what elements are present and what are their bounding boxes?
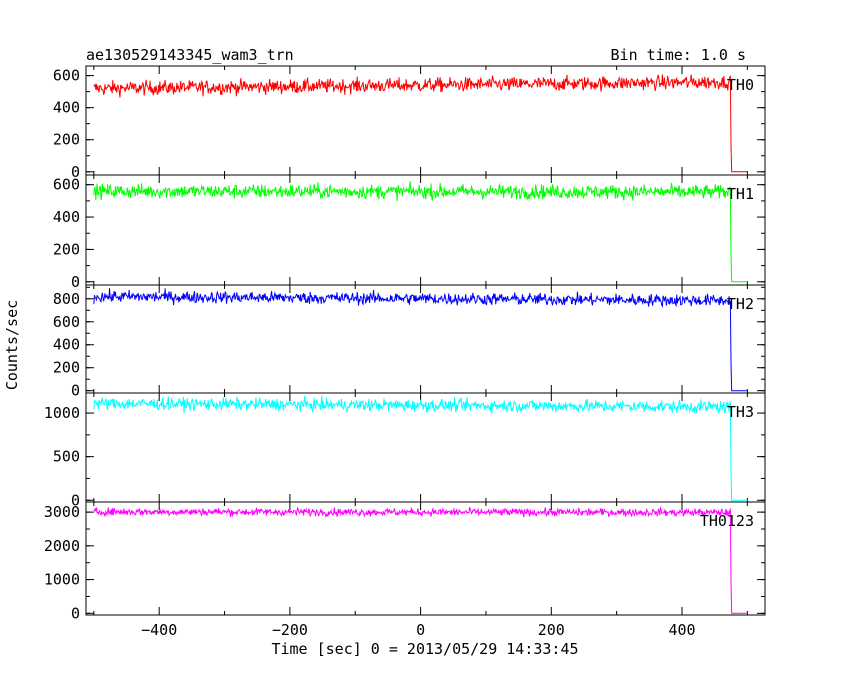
y-tick-label: 600: [53, 67, 80, 85]
y-tick-label: 200: [53, 131, 80, 149]
x-tick-label: 200: [538, 621, 565, 639]
series-line-th0123: [93, 506, 748, 614]
x-axis-title: Time [sec] 0 = 2013/05/29 14:33:45: [271, 640, 578, 658]
panels-group: 0 200 400 600 TH0 0 200 400 600 TH1 0 200 400 600 800 T…: [44, 65, 766, 639]
x-tick-label: 0: [416, 621, 425, 639]
y-tick-label: 400: [53, 99, 80, 117]
bin-time-label: Bin time: 1.0 s: [611, 46, 746, 64]
y-tick-label: 0: [71, 163, 80, 181]
y-tick-label: 1000: [44, 571, 80, 589]
panel-label: TH3: [727, 403, 754, 421]
panel-th3: 0 500 1000 TH3: [44, 392, 766, 509]
x-tick-label: −200: [272, 621, 308, 639]
panel-th1: 0 200 400 600 TH1: [53, 174, 766, 291]
y-tick-label: 600: [53, 313, 80, 331]
y-tick-label: 0: [71, 604, 80, 622]
y-axis-title: Counts/sec: [3, 300, 21, 390]
panel-th0123: 0 1000 2000 3000 TH0123 −400 −200 0 200 400: [44, 501, 766, 639]
panel-label: TH0123: [700, 512, 754, 530]
y-tick-label: 3000: [44, 503, 80, 521]
y-tick-label: 0: [71, 491, 80, 509]
panel-label: TH0: [727, 76, 754, 94]
series-line-th1: [93, 181, 748, 283]
series-line-th0: [93, 74, 748, 173]
y-tick-label: 400: [53, 336, 80, 354]
x-tick-label: −400: [141, 621, 177, 639]
y-tick-label: 200: [53, 359, 80, 377]
x-tick-label: 400: [668, 621, 695, 639]
chart-title: ae130529143345_wam3_trn: [86, 46, 294, 64]
y-tick-label: 0: [71, 382, 80, 400]
y-tick-label: 2000: [44, 537, 80, 555]
panel-label: TH1: [727, 185, 754, 203]
y-tick-label: 600: [53, 176, 80, 194]
y-tick-label: 500: [53, 448, 80, 466]
panel-label: TH2: [727, 295, 754, 313]
y-tick-label: 1000: [44, 404, 80, 422]
series-line-th2: [93, 288, 748, 392]
series-line-th3: [93, 395, 748, 501]
panel-frame: [85, 501, 766, 616]
panel-th0: 0 200 400 600 TH0: [53, 65, 766, 181]
y-tick-label: 0: [71, 273, 80, 291]
y-tick-label: 800: [53, 290, 80, 308]
panel-th2: 0 200 400 600 800 TH2: [53, 284, 766, 400]
y-tick-label: 400: [53, 208, 80, 226]
y-tick-label: 200: [53, 240, 80, 258]
